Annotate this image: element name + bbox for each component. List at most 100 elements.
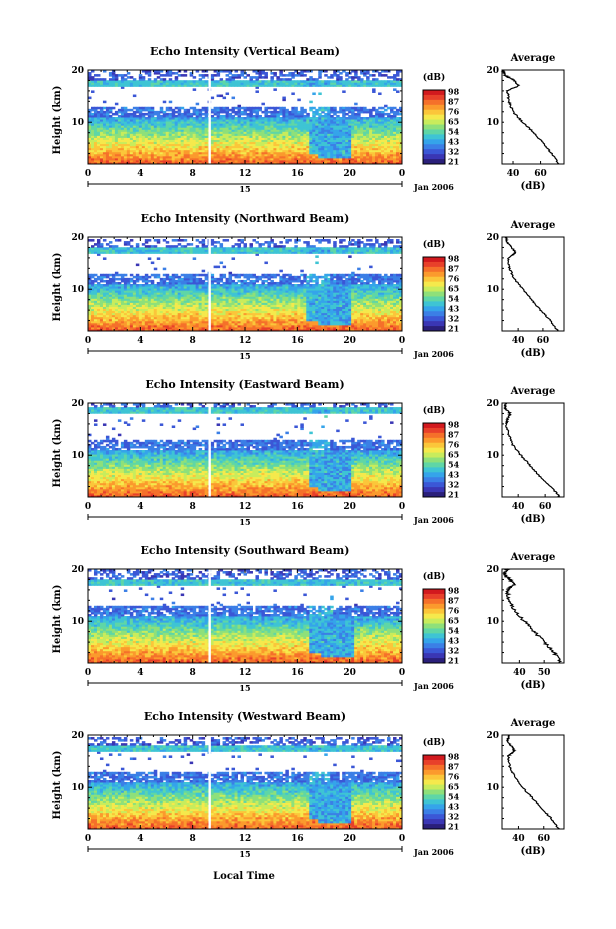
heatmap-cell (111, 288, 116, 291)
heatmap-cell (195, 155, 200, 159)
heatmap-cell (96, 296, 101, 299)
heatmap-cell (123, 161, 128, 164)
heatmap-cell (183, 316, 188, 320)
heatmap-cell (141, 284, 146, 287)
heatmap-cell (183, 80, 188, 83)
heatmap-cell (174, 145, 179, 149)
heatmap-cell (216, 119, 221, 122)
heatmap-cell (306, 153, 310, 157)
heatmap-cell (156, 147, 161, 151)
heatmap-cell (123, 80, 128, 83)
heatmap-cell (261, 155, 265, 159)
heatmap-cell (186, 281, 191, 285)
heatmap-cell (120, 131, 125, 134)
heatmap-cell (210, 275, 215, 279)
heatmap-cell (219, 135, 224, 138)
heatmap-cell (312, 82, 316, 85)
heatmap-cell (348, 76, 352, 79)
heatmap-cell (390, 76, 394, 79)
heatmap-cell (132, 279, 137, 283)
heatmap-cell (192, 318, 197, 322)
heatmap-cell (180, 117, 185, 120)
heatmap-cell (351, 139, 355, 143)
heatmap-cell (93, 74, 98, 77)
heatmap-cell (90, 121, 95, 124)
heatmap-cell (159, 302, 164, 305)
heatmap-cell (126, 310, 131, 314)
heatmap-cell (231, 110, 236, 114)
heatmap-cell (372, 106, 376, 110)
heatmap-cell (195, 149, 200, 153)
heatmap-cell (132, 304, 137, 307)
heatmap-cell (147, 251, 152, 254)
heatmap-cell (162, 135, 167, 138)
heatmap-cell (273, 82, 277, 85)
heatmap-cell (123, 133, 128, 136)
heatmap-cell (369, 123, 373, 126)
heatmap-cell (114, 110, 119, 114)
heatmap-cell (318, 127, 322, 130)
heatmap-cell (189, 84, 194, 87)
heatmap-cell (297, 110, 301, 114)
heatmap-cell (309, 121, 313, 124)
heatmap-cell (147, 326, 152, 330)
heatmap-cell (126, 119, 131, 122)
heatmap-cell (204, 288, 209, 291)
heatmap-cell (186, 312, 191, 316)
heatmap-cell (333, 131, 337, 134)
heatmap-cell (123, 292, 128, 295)
heatmap-cell (123, 279, 128, 283)
heatmap-cell (168, 135, 173, 138)
heatmap-cell (186, 320, 191, 324)
heatmap-cell (321, 133, 325, 136)
heatmap-cell (114, 300, 119, 303)
heatmap-cell (183, 326, 188, 330)
heatmap-cell (153, 292, 158, 295)
heatmap-cell (150, 106, 155, 110)
heatmap-cell (267, 155, 271, 159)
heatmap-cell (102, 279, 107, 283)
heatmap-cell (336, 82, 340, 85)
heatmap-cell (108, 322, 113, 326)
heatmap-cell (171, 292, 176, 295)
heatmap-cell (276, 137, 280, 140)
heatmap-cell (99, 82, 104, 85)
heatmap-cell (90, 245, 95, 248)
heatmap-cell (123, 121, 128, 124)
heatmap-cell (111, 245, 116, 248)
heatmap-cell (90, 70, 95, 73)
heatmap-cell (105, 273, 110, 277)
heatmap-cell (129, 245, 134, 248)
colorbar-swatch (423, 94, 445, 101)
heatmap-cell (228, 157, 233, 161)
heatmap-cell (162, 292, 167, 295)
heatmap-cell (306, 155, 310, 159)
heatmap-cell (357, 127, 361, 130)
heatmap-cell (204, 277, 209, 281)
heatmap-cell (228, 129, 233, 132)
heatmap-cell (96, 151, 101, 155)
heatmap-cell (93, 80, 98, 83)
heatmap-cell (270, 161, 274, 164)
heatmap-cell (93, 125, 98, 128)
heatmap-cell (258, 108, 262, 112)
heatmap-cell (219, 314, 224, 318)
heatmap-cell (300, 135, 304, 138)
heatmap-cell (324, 149, 328, 153)
heatmap-cell (336, 159, 340, 163)
heatmap-cell (162, 80, 167, 83)
heatmap-cell (204, 300, 209, 303)
heatmap-cell (129, 153, 134, 157)
heatmap-cell (255, 76, 259, 79)
heatmap-cell (246, 112, 250, 116)
heatmap-cell (129, 76, 134, 79)
heatmap-cell (285, 161, 289, 164)
heatmap-cell (348, 125, 352, 128)
heatmap-cell (276, 125, 280, 128)
heatmap-cell (135, 298, 140, 301)
heatmap-cell (342, 141, 346, 145)
heatmap-cell (204, 80, 209, 83)
heatmap-cell (252, 143, 256, 147)
heatmap-cell (324, 106, 328, 110)
heatmap-cell (93, 82, 98, 85)
